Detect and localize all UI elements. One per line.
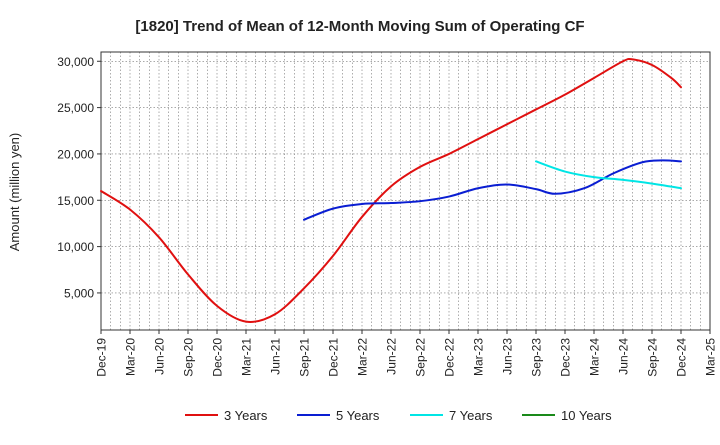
- legend: 3 Years 5 Years 7 Years 10 Years: [185, 408, 612, 423]
- legend-label-3-years: 3 Years: [224, 408, 268, 423]
- x-tick-label: Mar-22: [356, 338, 370, 376]
- x-tick-label: Sep-20: [182, 338, 196, 377]
- y-tick-label: 30,000: [57, 55, 94, 69]
- x-tick-label: Jun-24: [617, 338, 631, 375]
- x-tick-label: Sep-21: [298, 338, 312, 377]
- x-tick-label: Jun-23: [501, 338, 515, 375]
- x-tick-label: Mar-23: [472, 338, 486, 376]
- x-tick-label: Dec-23: [559, 338, 573, 377]
- series-line-5-years: [303, 159, 682, 221]
- y-tick-label: 5,000: [64, 286, 94, 300]
- x-tick-label: Dec-21: [327, 338, 341, 377]
- x-tick-label: Jun-22: [385, 338, 399, 375]
- plot-frame: [100, 51, 711, 331]
- grid-layer: [101, 52, 710, 330]
- y-tick-label: 10,000: [57, 240, 94, 254]
- series-line-3-years: [100, 57, 682, 323]
- x-tick-label: Dec-22: [443, 338, 457, 377]
- x-tick-label: Mar-21: [240, 338, 254, 376]
- x-tick-label: Mar-20: [124, 338, 138, 376]
- y-axis-label: Amount (million yen): [7, 133, 22, 252]
- x-tick-label: Sep-23: [530, 338, 544, 377]
- x-tick-label: Mar-24: [588, 338, 602, 376]
- legend-label-7-years: 7 Years: [449, 408, 493, 423]
- series-layer: [100, 57, 682, 323]
- chart-title: [1820] Trend of Mean of 12-Month Moving …: [135, 18, 584, 35]
- x-tick-label: Sep-24: [646, 338, 660, 377]
- x-tick-label: Sep-22: [414, 338, 428, 377]
- x-tick-label: Jun-21: [269, 338, 283, 375]
- x-tick-label: Mar-25: [704, 338, 718, 376]
- x-tick-label: Dec-19: [95, 338, 109, 377]
- y-tick-label: 15,000: [57, 194, 94, 208]
- x-tick-label: Dec-24: [675, 338, 689, 377]
- x-tick-label: Dec-20: [211, 338, 225, 377]
- series-line-7-years: [535, 160, 682, 190]
- tick-layer: 5,000 10,000 15,000 20,000 25,000 30,000 Dec-1…: [57, 55, 717, 377]
- y-tick-label: 20,000: [57, 147, 94, 161]
- x-tick-label: Jun-20: [153, 338, 167, 375]
- legend-label-10-years: 10 Years: [561, 408, 612, 423]
- y-tick-label: 25,000: [57, 101, 94, 115]
- legend-label-5-years: 5 Years: [336, 408, 380, 423]
